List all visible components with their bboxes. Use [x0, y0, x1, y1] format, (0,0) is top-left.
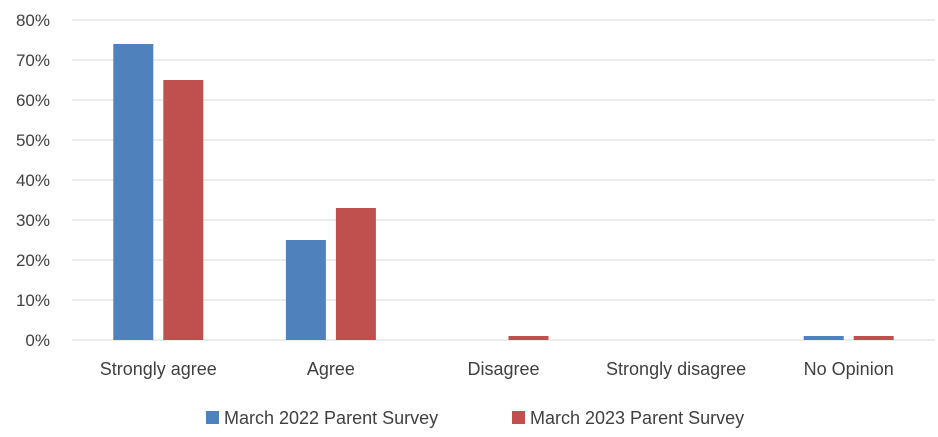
x-category-label: Strongly disagree [606, 359, 746, 379]
x-axis-category-labels: Strongly agree Agree Disagree Strongly disa… [100, 359, 894, 379]
bar-march-2023-disagree [508, 336, 549, 340]
bar-march-2022-no-opinion [803, 336, 844, 340]
gridlines [72, 19, 935, 341]
y-tick-label: 80% [16, 11, 50, 30]
legend: March 2022 Parent Survey March 2023 Paren… [206, 408, 744, 428]
y-tick-label: 40% [16, 171, 50, 190]
y-tick-label: 70% [16, 51, 50, 70]
y-tick-label: 50% [16, 131, 50, 150]
bar-march-2023-no-opinion [853, 336, 894, 340]
y-axis-tick-labels: 0% 10% 20% 30% 40% 50% 60% 70% 80% [16, 11, 50, 350]
legend-label: March 2022 Parent Survey [224, 408, 438, 428]
bar-march-2023-strongly-agree [163, 80, 204, 340]
y-tick-label: 10% [16, 291, 50, 310]
y-tick-label: 20% [16, 251, 50, 270]
bar-march-2022-agree [285, 240, 326, 340]
legend-swatch [512, 411, 525, 424]
y-tick-label: 60% [16, 91, 50, 110]
legend-label: March 2023 Parent Survey [530, 408, 744, 428]
bar-march-2022-strongly-agree [113, 44, 154, 340]
x-category-label: Agree [307, 359, 355, 379]
bar-march-2023-agree [335, 208, 376, 340]
bars [113, 44, 894, 340]
x-category-label: Strongly agree [100, 359, 217, 379]
legend-swatch [206, 411, 219, 424]
y-tick-label: 0% [25, 331, 50, 350]
y-tick-label: 30% [16, 211, 50, 230]
x-category-label: No Opinion [804, 359, 894, 379]
x-category-label: Disagree [467, 359, 539, 379]
